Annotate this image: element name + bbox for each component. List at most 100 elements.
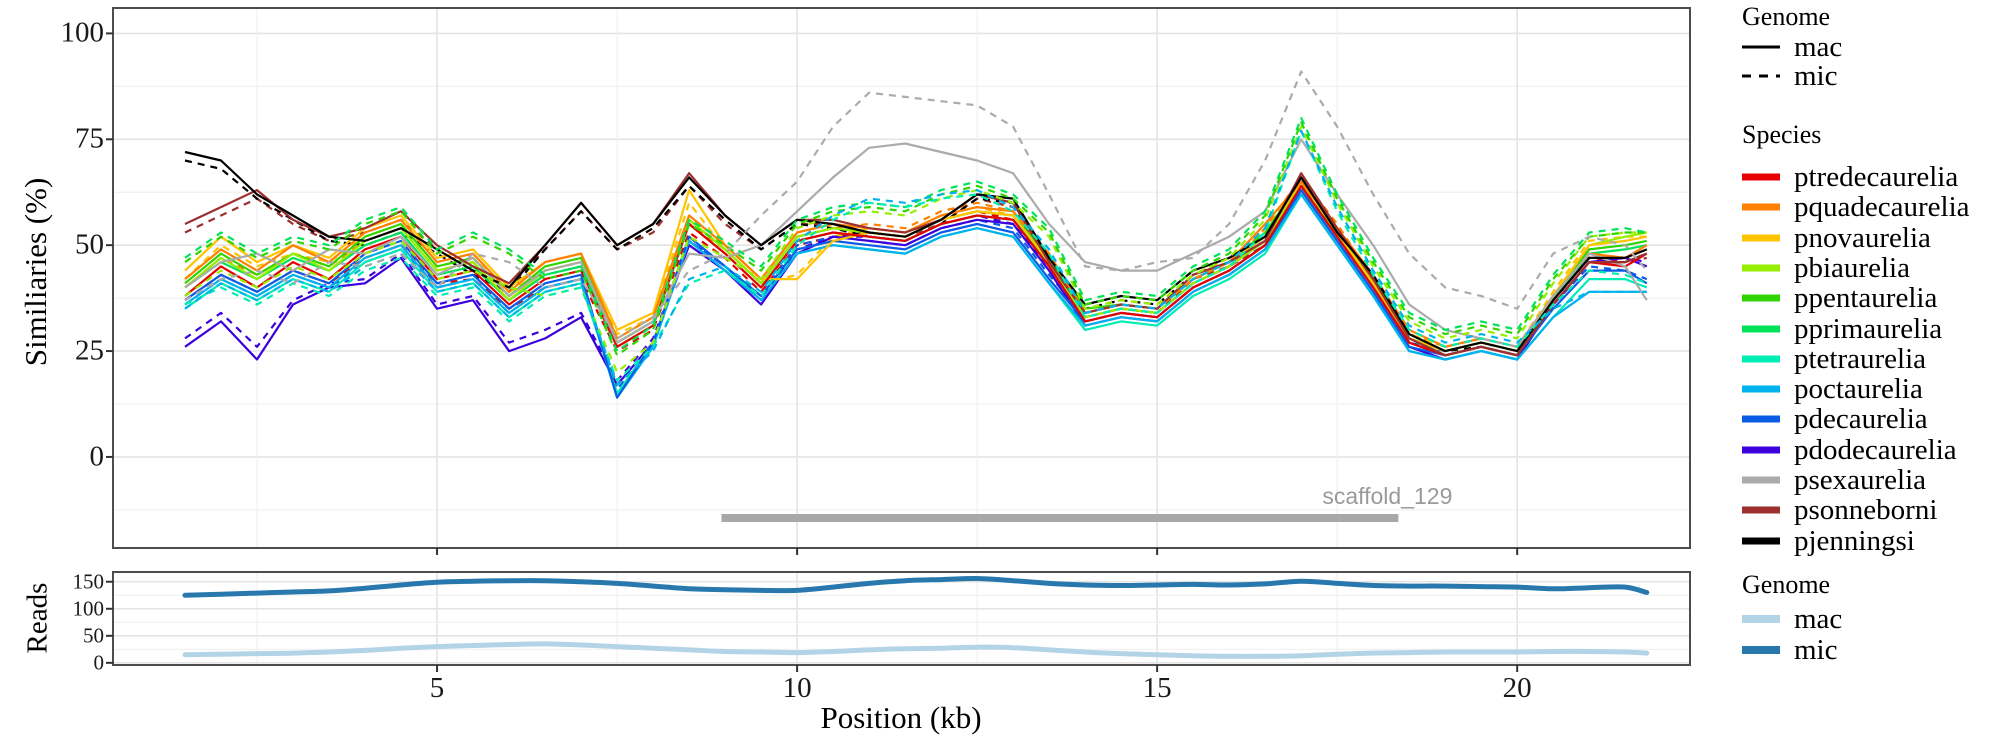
color-swatch-icon: [1742, 446, 1780, 454]
legend-item-genome-mic-label: mic: [1794, 60, 1838, 92]
legend-item-species-pnovaurelia: pnovaurelia: [1742, 223, 1931, 253]
legend-item-species-pnovaurelia-label: pnovaurelia: [1794, 221, 1931, 254]
reads-tick-label: 100: [72, 596, 105, 621]
similarity-tick-label: 75: [75, 122, 104, 155]
position-tick-label: 5: [429, 672, 445, 704]
legend-item-genome-mic: mic: [1742, 61, 1838, 91]
color-swatch-icon: [1742, 294, 1780, 302]
series-line-pdecaurelia-mac: [184, 189, 1648, 399]
similarity-axis-title: Similiaries (%): [18, 177, 53, 367]
legend-item-species-ptetraurelia: ptetraurelia: [1742, 344, 1926, 374]
reads-tick-label: 50: [83, 623, 104, 648]
position-tick-label: 20: [1502, 672, 1532, 704]
legend-item-species-pdecaurelia: pdecaurelia: [1742, 404, 1928, 434]
series-line-psonneborni-mac: [184, 172, 1648, 357]
color-swatch-icon: [1742, 506, 1780, 514]
legend-item-species-pbiaurelia-swatch: [1742, 253, 1780, 283]
similarity-tick-label: 0: [89, 440, 105, 473]
legend-item-genome-mac-swatch: [1742, 32, 1780, 62]
legend-item-species-pnovaurelia-swatch: [1742, 223, 1780, 253]
reads-tick-label: 0: [93, 650, 105, 675]
genome-legend2-title: Genome: [1742, 570, 1831, 599]
legend-item-species-ptredecaurelia-swatch: [1742, 162, 1780, 192]
legend-item-species-pdecaurelia-swatch: [1742, 404, 1780, 434]
legend-item-species-ppentaurelia-label: ppentaurelia: [1794, 282, 1938, 315]
color-swatch-icon: [1742, 203, 1780, 211]
color-swatch-icon: [1742, 476, 1780, 484]
legend-item-species-ptredecaurelia: ptredecaurelia: [1742, 162, 1958, 192]
scaffold-label: scaffold_129: [1322, 483, 1453, 509]
legend-item-species-pdodecaurelia-label: pdodecaurelia: [1794, 433, 1957, 466]
legend2-item-genome-mac-swatch: [1742, 604, 1780, 634]
legend-item-species-pquadecaurelia-label: pquadecaurelia: [1794, 191, 1970, 224]
panel-border: [112, 7, 1691, 549]
legend-item-species-pprimaurelia: pprimaurelia: [1742, 314, 1942, 344]
series-line-ptetraurelia-mic: [184, 129, 1648, 382]
color-swatch-icon: [1742, 615, 1780, 623]
legend-item-genome-mic-swatch: [1742, 61, 1780, 91]
legend2-item-genome-mic-label: mic: [1794, 634, 1838, 666]
legend-item-species-pdodecaurelia: pdodecaurelia: [1742, 435, 1957, 465]
series-line-pprimaurelia-mic: [184, 116, 1648, 353]
legend-item-species-pprimaurelia-swatch: [1742, 314, 1780, 344]
legend-item-species-ppentaurelia-swatch: [1742, 283, 1780, 313]
series-line-ppentaurelia-mic: [184, 121, 1647, 357]
series-line-poctaurelia-mic: [184, 129, 1647, 386]
panel-border: [112, 571, 1691, 666]
similarity-tick-label: 25: [75, 334, 104, 367]
solid-line-icon: [1742, 45, 1780, 49]
legend-item-species-pdodecaurelia-swatch: [1742, 435, 1780, 465]
series-line-pbiaurelia-mic: [184, 125, 1647, 374]
legend-item-species-poctaurelia-swatch: [1742, 374, 1780, 404]
series-line-psonneborni-mic: [184, 176, 1648, 357]
color-swatch-icon: [1742, 415, 1780, 423]
similarity-tick-label: 100: [60, 16, 105, 49]
legend-item-species-ptredecaurelia-label: ptredecaurelia: [1794, 161, 1959, 193]
series-line-psexaurelia-mic: [184, 70, 1648, 340]
color-swatch-icon: [1742, 325, 1780, 332]
color-swatch-icon: [1742, 385, 1780, 393]
reads-tick-label: 150: [72, 569, 105, 594]
position-tick-label: 15: [1142, 672, 1172, 704]
legend-item-species-pjenningsi-label: pjenningsi: [1794, 524, 1915, 557]
species-legend-title: Species: [1742, 120, 1822, 149]
legend-item-species-pquadecaurelia-swatch: [1742, 192, 1780, 222]
legend-item-species-ptetraurelia-label: ptetraurelia: [1794, 342, 1927, 375]
legend-item-species-pprimaurelia-label: pprimaurelia: [1794, 312, 1943, 345]
reads-line-mac: [182, 641, 1650, 659]
legend-item-species-pdecaurelia-label: pdecaurelia: [1794, 403, 1928, 436]
color-swatch-icon: [1742, 234, 1780, 242]
similarity-tick-label: 50: [75, 228, 104, 261]
legend2-item-genome-mic-swatch: [1742, 635, 1780, 665]
series-line-psexaurelia-mac: [184, 138, 1648, 348]
legend-item-species-pjenningsi: pjenningsi: [1742, 526, 1915, 556]
legend-item-species-pquadecaurelia: pquadecaurelia: [1742, 192, 1970, 222]
panel-background: [113, 8, 1690, 548]
dashed-line-icon: [1742, 74, 1780, 78]
legend-item-species-psonneborni-label: psonneborni: [1794, 494, 1938, 527]
color-swatch-icon: [1742, 264, 1780, 272]
legend2-item-genome-mac: mac: [1742, 604, 1842, 634]
scaffold-bar: [721, 514, 1399, 522]
legend-item-species-poctaurelia: poctaurelia: [1742, 374, 1923, 404]
legend-item-species-psexaurelia: psexaurelia: [1742, 465, 1926, 495]
color-swatch-icon: [1742, 646, 1780, 654]
color-swatch-icon: [1742, 355, 1780, 363]
legend2-item-genome-mic: mic: [1742, 635, 1838, 665]
legend-item-species-psonneborni-swatch: [1742, 495, 1780, 525]
legend-item-genome-mac: mac: [1742, 32, 1842, 62]
genome-legend-title: Genome: [1742, 2, 1831, 31]
color-swatch-icon: [1742, 173, 1780, 181]
reads-line-mic: [182, 575, 1650, 598]
legend-item-species-pjenningsi-swatch: [1742, 526, 1780, 556]
position-tick-label: 10: [782, 672, 812, 704]
legend-item-species-ptetraurelia-swatch: [1742, 344, 1780, 374]
reads-axis-title: Reads: [21, 582, 54, 654]
legend-item-genome-mac-label: mac: [1794, 31, 1843, 63]
color-swatch-icon: [1742, 537, 1780, 545]
legend2-item-genome-mac-label: mac: [1794, 603, 1843, 635]
legend-item-species-poctaurelia-label: poctaurelia: [1794, 373, 1923, 406]
legend-item-species-ppentaurelia: ppentaurelia: [1742, 283, 1937, 313]
